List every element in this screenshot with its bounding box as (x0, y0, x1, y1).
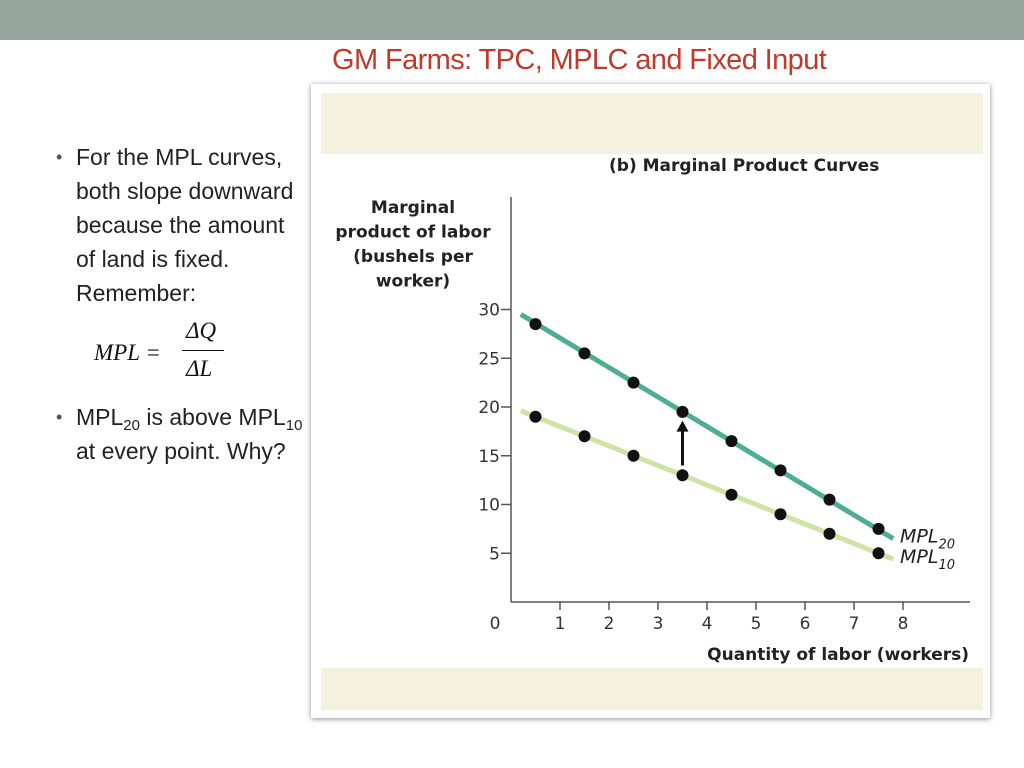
series-label-mpl20: MPL20 (900, 526, 955, 553)
x-tick-label: 3 (653, 614, 664, 634)
y-tick-label: 30 (478, 301, 500, 321)
chart-title: (b) Marginal Product Curves (609, 156, 879, 176)
y-axis-label-line: Marginal (371, 198, 455, 218)
figure-band-top (321, 93, 983, 154)
data-point-mpl10 (774, 508, 787, 521)
data-point-mpl10 (823, 527, 836, 540)
figure-frame (311, 84, 990, 718)
bullet-2-sub-a: 20 (123, 417, 140, 434)
bullet-2-part-b: is above MPL (139, 404, 286, 430)
bullet-2-part-a: MPL (76, 404, 124, 430)
y-tick-label: 5 (489, 544, 500, 564)
x-tick-label: 7 (849, 614, 860, 634)
x-axis-label: Quantity of labor (workers) (707, 645, 969, 665)
x-tick-label: 5 (751, 614, 762, 634)
data-point-mpl20 (676, 405, 689, 418)
formula-denominator: ΔL (186, 356, 213, 381)
bullet-dot-icon: • (56, 407, 63, 427)
data-point-mpl10 (627, 449, 640, 462)
mpl-formula: MPL = ΔQ ΔL (56, 314, 306, 392)
x-tick-label: 8 (898, 614, 909, 634)
y-tick-label: 20 (478, 398, 500, 418)
fraction-bar (182, 350, 224, 351)
y-axis-label-line: product of labor (335, 223, 491, 243)
x-tick-label: 2 (604, 614, 615, 634)
x-tick-label: 6 (800, 614, 811, 634)
y-axis-label-line: (bushels per (353, 247, 473, 267)
data-point-mpl20 (823, 493, 836, 506)
data-point-mpl10 (578, 430, 591, 443)
bullet-1-text: For the MPL curves, both slope downward … (76, 144, 294, 306)
bullet-2-sub-b: 10 (285, 417, 303, 434)
y-tick-label: 15 (478, 447, 500, 467)
data-point-mpl20 (578, 347, 591, 360)
slide-title: GM Farms: TPC, MPLC and Fixed Input (332, 44, 827, 76)
data-point-mpl20 (872, 522, 885, 535)
bullet-2-part-c: at every point. Why? (76, 438, 286, 464)
y-tick-label: 25 (478, 349, 500, 369)
data-point-mpl20 (725, 435, 738, 448)
x-tick-label: 1 (555, 614, 566, 634)
data-point-mpl20 (529, 318, 542, 331)
formula-lhs: MPL = (94, 340, 161, 365)
data-point-mpl10 (529, 410, 542, 423)
data-point-mpl10 (676, 469, 689, 482)
data-point-mpl20 (774, 464, 787, 477)
series-line-mpl10 (519, 408, 895, 562)
data-point-mpl10 (872, 547, 885, 560)
x-origin-label: 0 (490, 614, 501, 634)
top-bar (0, 0, 1024, 40)
series-line-mpl20 (519, 312, 895, 541)
bullet-list: • For the MPL curves, both slope downwar… (56, 140, 306, 468)
y-axis-label-line: worker) (376, 272, 450, 292)
annotation-arrow-head (676, 420, 689, 432)
y-tick-label: 10 (478, 496, 500, 516)
bullet-item-1: • For the MPL curves, both slope downwar… (56, 140, 306, 310)
data-point-mpl10 (725, 488, 738, 501)
x-tick-label: 4 (702, 614, 713, 634)
figure-band-bottom (321, 668, 983, 710)
bullet-dot-icon: • (56, 147, 63, 167)
formula-numerator: ΔQ (186, 318, 217, 343)
data-point-mpl20 (627, 376, 640, 389)
series-label-mpl10: MPL10 (900, 546, 955, 573)
bullet-item-2: • MPL20 is above MPL10 at every point. W… (56, 400, 306, 468)
